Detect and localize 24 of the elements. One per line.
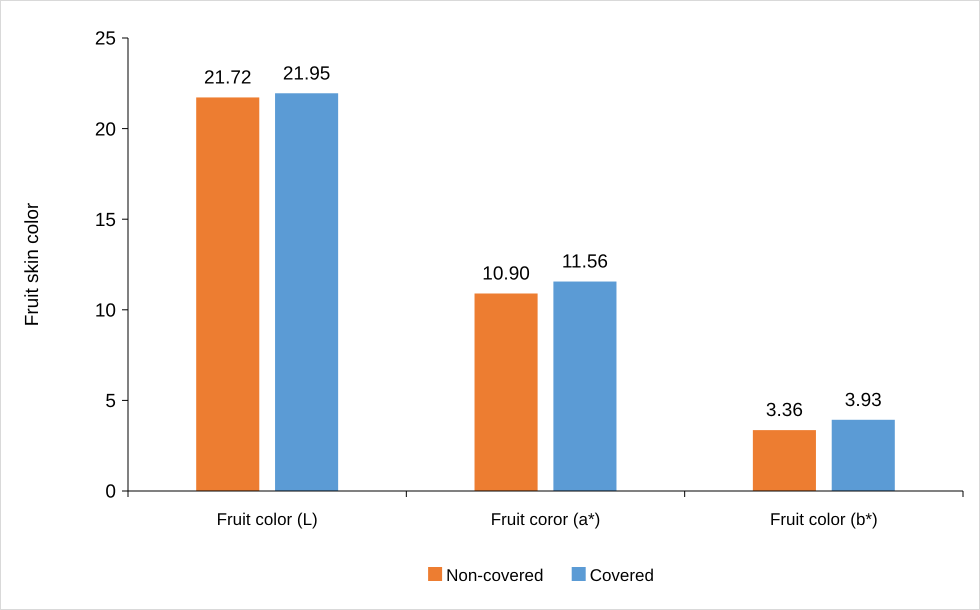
bar — [275, 93, 338, 491]
bar — [553, 282, 616, 491]
data-label: 10.90 — [482, 263, 530, 284]
y-tick-label: 5 — [105, 391, 116, 412]
bar — [832, 420, 895, 491]
data-label: 21.72 — [204, 67, 252, 88]
bar — [196, 97, 260, 491]
data-label: 3.36 — [766, 400, 803, 422]
y-tick-label: 20 — [94, 119, 116, 140]
data-label: 21.95 — [282, 63, 330, 84]
y-tick-label: 15 — [94, 210, 116, 231]
bar — [474, 293, 538, 491]
legend-label: Covered — [590, 566, 654, 585]
legend-label: Non-covered — [446, 566, 544, 585]
data-label: 3.93 — [844, 390, 882, 411]
y-tick-label: 25 — [94, 28, 116, 50]
x-tick-label: Fruit color (b*) — [770, 510, 878, 529]
data-label: 11.56 — [562, 252, 608, 273]
bar — [752, 430, 816, 491]
x-tick-label: Fruit coror (a*) — [490, 510, 600, 529]
y-tick-label: 10 — [94, 300, 116, 322]
y-axis-title: Fruit skin color — [22, 202, 43, 326]
y-tick-label: 0 — [105, 482, 116, 503]
x-tick-label: Fruit color (L) — [216, 510, 318, 529]
